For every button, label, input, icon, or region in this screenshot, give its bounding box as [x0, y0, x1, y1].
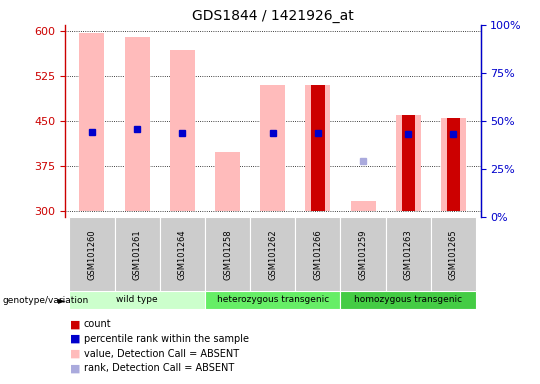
Title: GDS1844 / 1421926_at: GDS1844 / 1421926_at	[192, 8, 354, 23]
Bar	[69, 291, 205, 309]
Bar	[350, 201, 375, 211]
Bar	[69, 217, 114, 292]
Bar	[114, 217, 160, 292]
Bar	[160, 217, 205, 292]
Bar	[402, 115, 415, 211]
Text: GSM101261: GSM101261	[133, 229, 141, 280]
Text: homozygous transgenic: homozygous transgenic	[354, 295, 462, 305]
Bar	[441, 118, 466, 211]
Bar	[431, 217, 476, 292]
Text: GSM101266: GSM101266	[313, 229, 322, 280]
Text: ■: ■	[70, 334, 80, 344]
Bar	[386, 217, 431, 292]
Bar	[205, 217, 250, 292]
Bar	[79, 33, 104, 211]
Bar	[170, 50, 195, 211]
Bar	[341, 291, 476, 309]
Text: GSM101258: GSM101258	[223, 229, 232, 280]
Text: ■: ■	[70, 319, 80, 329]
Text: heterozygous transgenic: heterozygous transgenic	[217, 295, 329, 305]
Bar	[295, 217, 341, 292]
Bar	[447, 118, 460, 211]
Text: GSM101265: GSM101265	[449, 229, 458, 280]
Text: GSM101259: GSM101259	[359, 229, 368, 280]
Bar	[215, 152, 240, 211]
Text: ►: ►	[58, 295, 66, 305]
Text: ■: ■	[70, 349, 80, 359]
Bar	[125, 37, 150, 211]
Text: count: count	[84, 319, 111, 329]
Text: GSM101262: GSM101262	[268, 229, 277, 280]
Text: value, Detection Call = ABSENT: value, Detection Call = ABSENT	[84, 349, 239, 359]
Bar	[250, 217, 295, 292]
Text: genotype/variation: genotype/variation	[3, 296, 89, 305]
Text: ■: ■	[70, 363, 80, 373]
Bar	[205, 291, 341, 309]
Text: GSM101263: GSM101263	[404, 229, 413, 280]
Text: rank, Detection Call = ABSENT: rank, Detection Call = ABSENT	[84, 363, 234, 373]
Bar	[306, 85, 330, 211]
Bar	[311, 85, 325, 211]
Text: wild type: wild type	[116, 295, 158, 305]
Text: GSM101260: GSM101260	[87, 229, 97, 280]
Bar	[396, 115, 421, 211]
Bar	[260, 85, 285, 211]
Bar	[341, 217, 386, 292]
Text: percentile rank within the sample: percentile rank within the sample	[84, 334, 249, 344]
Text: GSM101264: GSM101264	[178, 229, 187, 280]
